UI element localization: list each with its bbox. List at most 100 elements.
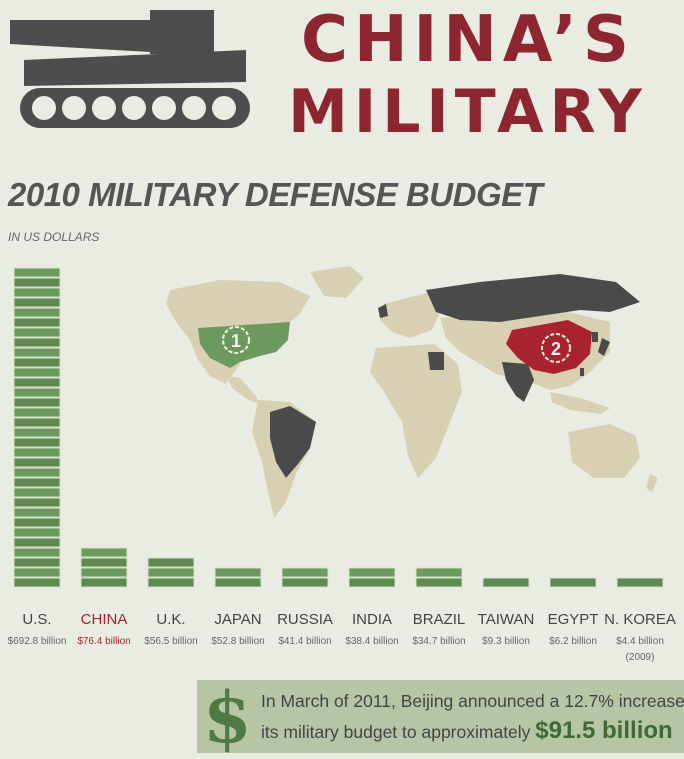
category-label: RUSSIA	[277, 611, 333, 628]
bar-stack	[415, 567, 463, 588]
bar-stack	[13, 267, 61, 588]
money-bill	[13, 477, 61, 488]
category-label: U.K.	[156, 611, 185, 628]
value-label: $34.7 billion	[412, 636, 465, 647]
money-bill	[13, 437, 61, 448]
note-label: (2009)	[626, 652, 655, 663]
category-label: TAIWAN	[478, 611, 535, 628]
bar-stack	[616, 577, 664, 588]
central-america-shape	[226, 376, 260, 404]
money-bill	[13, 397, 61, 408]
footnote-line-1: In March of 2011, Beijing announced a 12…	[261, 691, 684, 711]
map-marker-us-label: 1	[231, 331, 241, 351]
budget-chart: U.S. $692.8 billion CHINA $76.4 billion U.K.…	[8, 267, 676, 663]
section-subheading: IN US DOLLARS	[8, 230, 100, 244]
footnote-line-2-prefix: its military budget to approximately	[261, 722, 536, 742]
category-label: INDIA	[352, 611, 392, 628]
category-label: U.S.	[22, 611, 51, 628]
money-bill	[13, 297, 61, 308]
value-label: $4.4 billion	[616, 636, 664, 647]
footnote-highlight: $91.5 billion	[535, 717, 673, 744]
value-label: $692.8 billion	[8, 636, 67, 647]
money-bill	[147, 577, 195, 588]
money-bill	[13, 277, 61, 288]
value-label: $56.5 billion	[144, 636, 197, 647]
bar-stack	[214, 567, 262, 588]
money-bill	[415, 577, 463, 588]
category-label: BRAZIL	[413, 611, 466, 628]
value-label: $6.2 billion	[549, 636, 597, 647]
money-bill	[13, 377, 61, 388]
category-label: CHINA	[81, 611, 128, 628]
money-bill	[281, 577, 329, 588]
uk-shape	[378, 304, 388, 318]
value-label: $38.4 billion	[345, 636, 398, 647]
bar-stack	[348, 567, 396, 588]
money-bill	[13, 547, 61, 558]
money-bill	[13, 337, 61, 348]
category-label: JAPAN	[214, 611, 261, 628]
bar-stack	[549, 577, 597, 588]
money-bill	[147, 557, 195, 568]
map-marker-us: 1	[222, 326, 250, 354]
money-bill	[13, 317, 61, 328]
section-heading: 2010 MILITARY DEFENSE BUDGET	[8, 176, 543, 213]
europe-shape	[380, 292, 440, 338]
dollar-icon: $	[203, 676, 252, 759]
money-bill	[13, 357, 61, 368]
money-bill	[482, 577, 530, 588]
money-bill	[80, 577, 128, 588]
money-bill	[13, 557, 61, 568]
value-label: $76.4 billion	[77, 636, 130, 647]
money-bill	[13, 307, 61, 318]
money-bill	[13, 417, 61, 428]
bar-stack	[80, 547, 128, 588]
money-bill	[13, 447, 61, 458]
north-korea-shape	[592, 332, 598, 342]
money-bill	[80, 557, 128, 568]
money-bill	[147, 567, 195, 578]
bar-stack	[281, 567, 329, 588]
money-bill	[80, 567, 128, 578]
taiwan-shape	[580, 368, 584, 376]
money-bill	[13, 517, 61, 528]
money-bill	[13, 457, 61, 468]
tank-icon	[10, 10, 250, 128]
money-bill	[348, 567, 396, 578]
money-bill	[13, 567, 61, 578]
footnote-line-2: its military budget to approximately $91…	[261, 716, 684, 747]
japan-shape	[598, 338, 610, 356]
money-bill	[214, 567, 262, 578]
money-bill	[13, 577, 61, 588]
money-bill	[13, 527, 61, 538]
money-bill	[13, 467, 61, 478]
china-shape	[506, 320, 592, 374]
title-line-1: CHINA’S	[301, 3, 635, 77]
se-asia-shape	[550, 392, 610, 414]
money-bill	[616, 577, 664, 588]
category-label: EGYPT	[548, 611, 599, 628]
value-label: $9.3 billion	[482, 636, 530, 647]
money-bill	[13, 347, 61, 358]
money-bill	[549, 577, 597, 588]
egypt-shape	[428, 352, 444, 370]
india-shape	[502, 362, 534, 402]
bar-stack	[482, 577, 530, 588]
footnote-box: $ In March of 2011, Beijing announced a …	[197, 676, 684, 759]
money-bill	[13, 537, 61, 548]
russia-shape	[426, 274, 640, 322]
australia-shape	[568, 424, 640, 478]
world-map: 1 2	[166, 266, 658, 518]
money-bill	[13, 427, 61, 438]
value-label: $41.4 billion	[278, 636, 331, 647]
money-bill	[13, 327, 61, 338]
money-bill	[415, 567, 463, 578]
category-label: N. KOREA	[604, 611, 676, 628]
money-bill	[13, 487, 61, 498]
money-bill	[13, 407, 61, 418]
greenland-shape	[310, 266, 364, 298]
money-bill	[13, 387, 61, 398]
money-bill	[13, 367, 61, 378]
money-bill	[13, 497, 61, 508]
brazil-shape	[270, 406, 316, 478]
